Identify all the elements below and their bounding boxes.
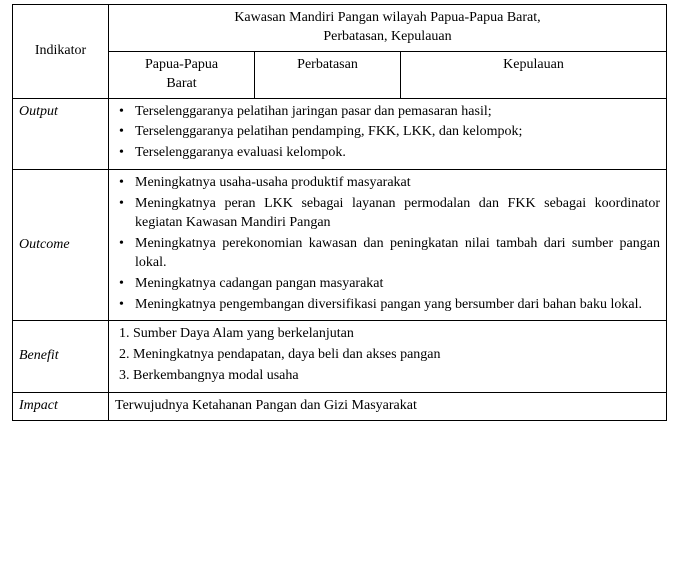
label-output-text: Output <box>19 104 58 119</box>
outcome-list: Meningkatnya usaha-usaha produktif masya… <box>115 174 660 314</box>
label-outcome: Outcome <box>13 170 109 321</box>
header-col-a: Papua-Papua Barat <box>109 51 255 98</box>
header-indikator: Indikator <box>13 5 109 99</box>
indicators-table: Indikator Kawasan Mandiri Pangan wilayah… <box>12 4 667 421</box>
header-col-b-text: Perbatasan <box>297 57 358 72</box>
header-col-a-l2: Barat <box>166 76 196 91</box>
list-item: Terselenggaranya evaluasi kelompok. <box>135 144 660 163</box>
cell-output: Terselenggaranya pelatihan jaringan pasa… <box>109 98 667 170</box>
row-output: Output Terselenggaranya pelatihan jaring… <box>13 98 667 170</box>
header-col-c: Kepulauan <box>401 51 667 98</box>
header-col-a-l1: Papua-Papua <box>145 57 218 72</box>
row-impact: Impact Terwujudnya Ketahanan Pangan dan … <box>13 393 667 421</box>
list-item: Berkembangnya modal usaha <box>133 367 660 386</box>
impact-text: Terwujudnya Ketahanan Pangan dan Gizi Ma… <box>115 398 417 413</box>
cell-outcome: Meningkatnya usaha-usaha produktif masya… <box>109 170 667 321</box>
list-item: Meningkatnya pengembangan diversifikasi … <box>135 296 660 315</box>
label-impact: Impact <box>13 393 109 421</box>
header-row-2: Papua-Papua Barat Perbatasan Kepulauan <box>13 51 667 98</box>
header-span-line1: Kawasan Mandiri Pangan wilayah Papua-Pap… <box>234 10 540 25</box>
list-item: Terselenggaranya pelatihan jaringan pasa… <box>135 103 660 122</box>
list-item: Meningkatnya cadangan pangan masyarakat <box>135 275 660 294</box>
cell-impact: Terwujudnya Ketahanan Pangan dan Gizi Ma… <box>109 393 667 421</box>
list-item: Meningkatnya usaha-usaha produktif masya… <box>135 174 660 193</box>
header-span-line2: Perbatasan, Kepulauan <box>323 29 451 44</box>
header-indikator-text: Indikator <box>35 43 86 58</box>
cell-benefit: Sumber Daya Alam yang berkelanjutan Meni… <box>109 321 667 393</box>
header-row-1: Indikator Kawasan Mandiri Pangan wilayah… <box>13 5 667 52</box>
header-span-title: Kawasan Mandiri Pangan wilayah Papua-Pap… <box>109 5 667 52</box>
header-col-b: Perbatasan <box>255 51 401 98</box>
list-item: Meningkatnya peran LKK sebagai layanan p… <box>135 195 660 233</box>
label-impact-text: Impact <box>19 398 58 413</box>
header-col-c-text: Kepulauan <box>503 57 564 72</box>
label-benefit-text: Benefit <box>19 348 59 363</box>
row-benefit: Benefit Sumber Daya Alam yang berkelanju… <box>13 321 667 393</box>
output-list: Terselenggaranya pelatihan jaringan pasa… <box>115 103 660 164</box>
label-benefit: Benefit <box>13 321 109 393</box>
label-outcome-text: Outcome <box>19 237 70 252</box>
list-item: Meningkatnya pendapatan, daya beli dan a… <box>133 346 660 365</box>
benefit-list: Sumber Daya Alam yang berkelanjutan Meni… <box>115 325 660 386</box>
list-item: Meningkatnya perekonomian kawasan dan pe… <box>135 235 660 273</box>
row-outcome: Outcome Meningkatnya usaha-usaha produkt… <box>13 170 667 321</box>
list-item: Sumber Daya Alam yang berkelanjutan <box>133 325 660 344</box>
list-item: Terselenggaranya pelatihan pendamping, F… <box>135 123 660 142</box>
label-output: Output <box>13 98 109 170</box>
